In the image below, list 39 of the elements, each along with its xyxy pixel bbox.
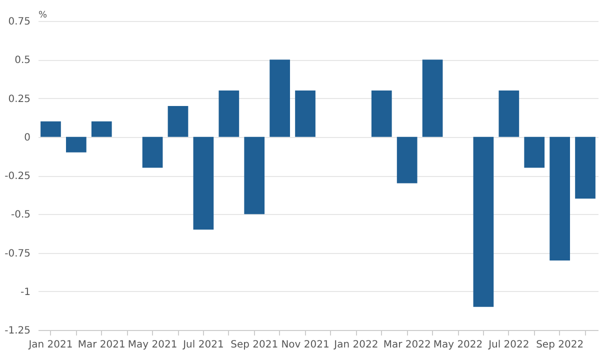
x-tick-label: Jan 2021 xyxy=(28,340,73,350)
x-tick-label: Sep 2021 xyxy=(230,340,278,350)
bar xyxy=(473,136,494,307)
y-tick-label: 0 xyxy=(24,132,30,144)
y-tick-label: -0.5 xyxy=(10,210,30,221)
bar xyxy=(371,90,392,137)
y-tick-label: 0.75 xyxy=(8,16,30,28)
y-tick-label: 0.5 xyxy=(14,55,30,66)
bar xyxy=(270,60,290,137)
y-tick-label: -1 xyxy=(20,286,30,298)
bar xyxy=(218,90,240,137)
y-axis-title: % xyxy=(38,10,48,20)
x-tick-label: May 2022 xyxy=(433,340,483,350)
x-tick-label: Mar 2021 xyxy=(78,340,126,350)
bar xyxy=(91,121,112,137)
bar xyxy=(40,121,61,137)
bar xyxy=(524,136,545,168)
x-tick-label: Nov 2021 xyxy=(281,340,330,350)
y-tick-label: 0.25 xyxy=(8,94,30,105)
bar xyxy=(168,106,188,137)
x-tick-label: Sep 2022 xyxy=(536,340,584,350)
bar xyxy=(575,136,596,199)
bar xyxy=(498,90,520,137)
x-tick-label: Jan 2022 xyxy=(333,340,378,350)
bar xyxy=(244,136,265,214)
bar xyxy=(422,60,443,137)
x-tick-label: Mar 2022 xyxy=(383,340,431,350)
x-tick-label: Jul 2021 xyxy=(182,340,224,350)
bar xyxy=(396,136,418,184)
y-tick-label: -1.25 xyxy=(4,326,30,336)
y-tick-label: -0.25 xyxy=(4,171,30,182)
bar xyxy=(66,136,86,152)
bar xyxy=(193,136,214,230)
bar xyxy=(295,90,316,137)
bar xyxy=(142,136,163,168)
y-tick-label: -0.75 xyxy=(4,248,30,260)
x-tick-label: May 2021 xyxy=(128,340,178,350)
x-tick-label: Jul 2022 xyxy=(488,340,530,350)
bar xyxy=(550,136,570,260)
